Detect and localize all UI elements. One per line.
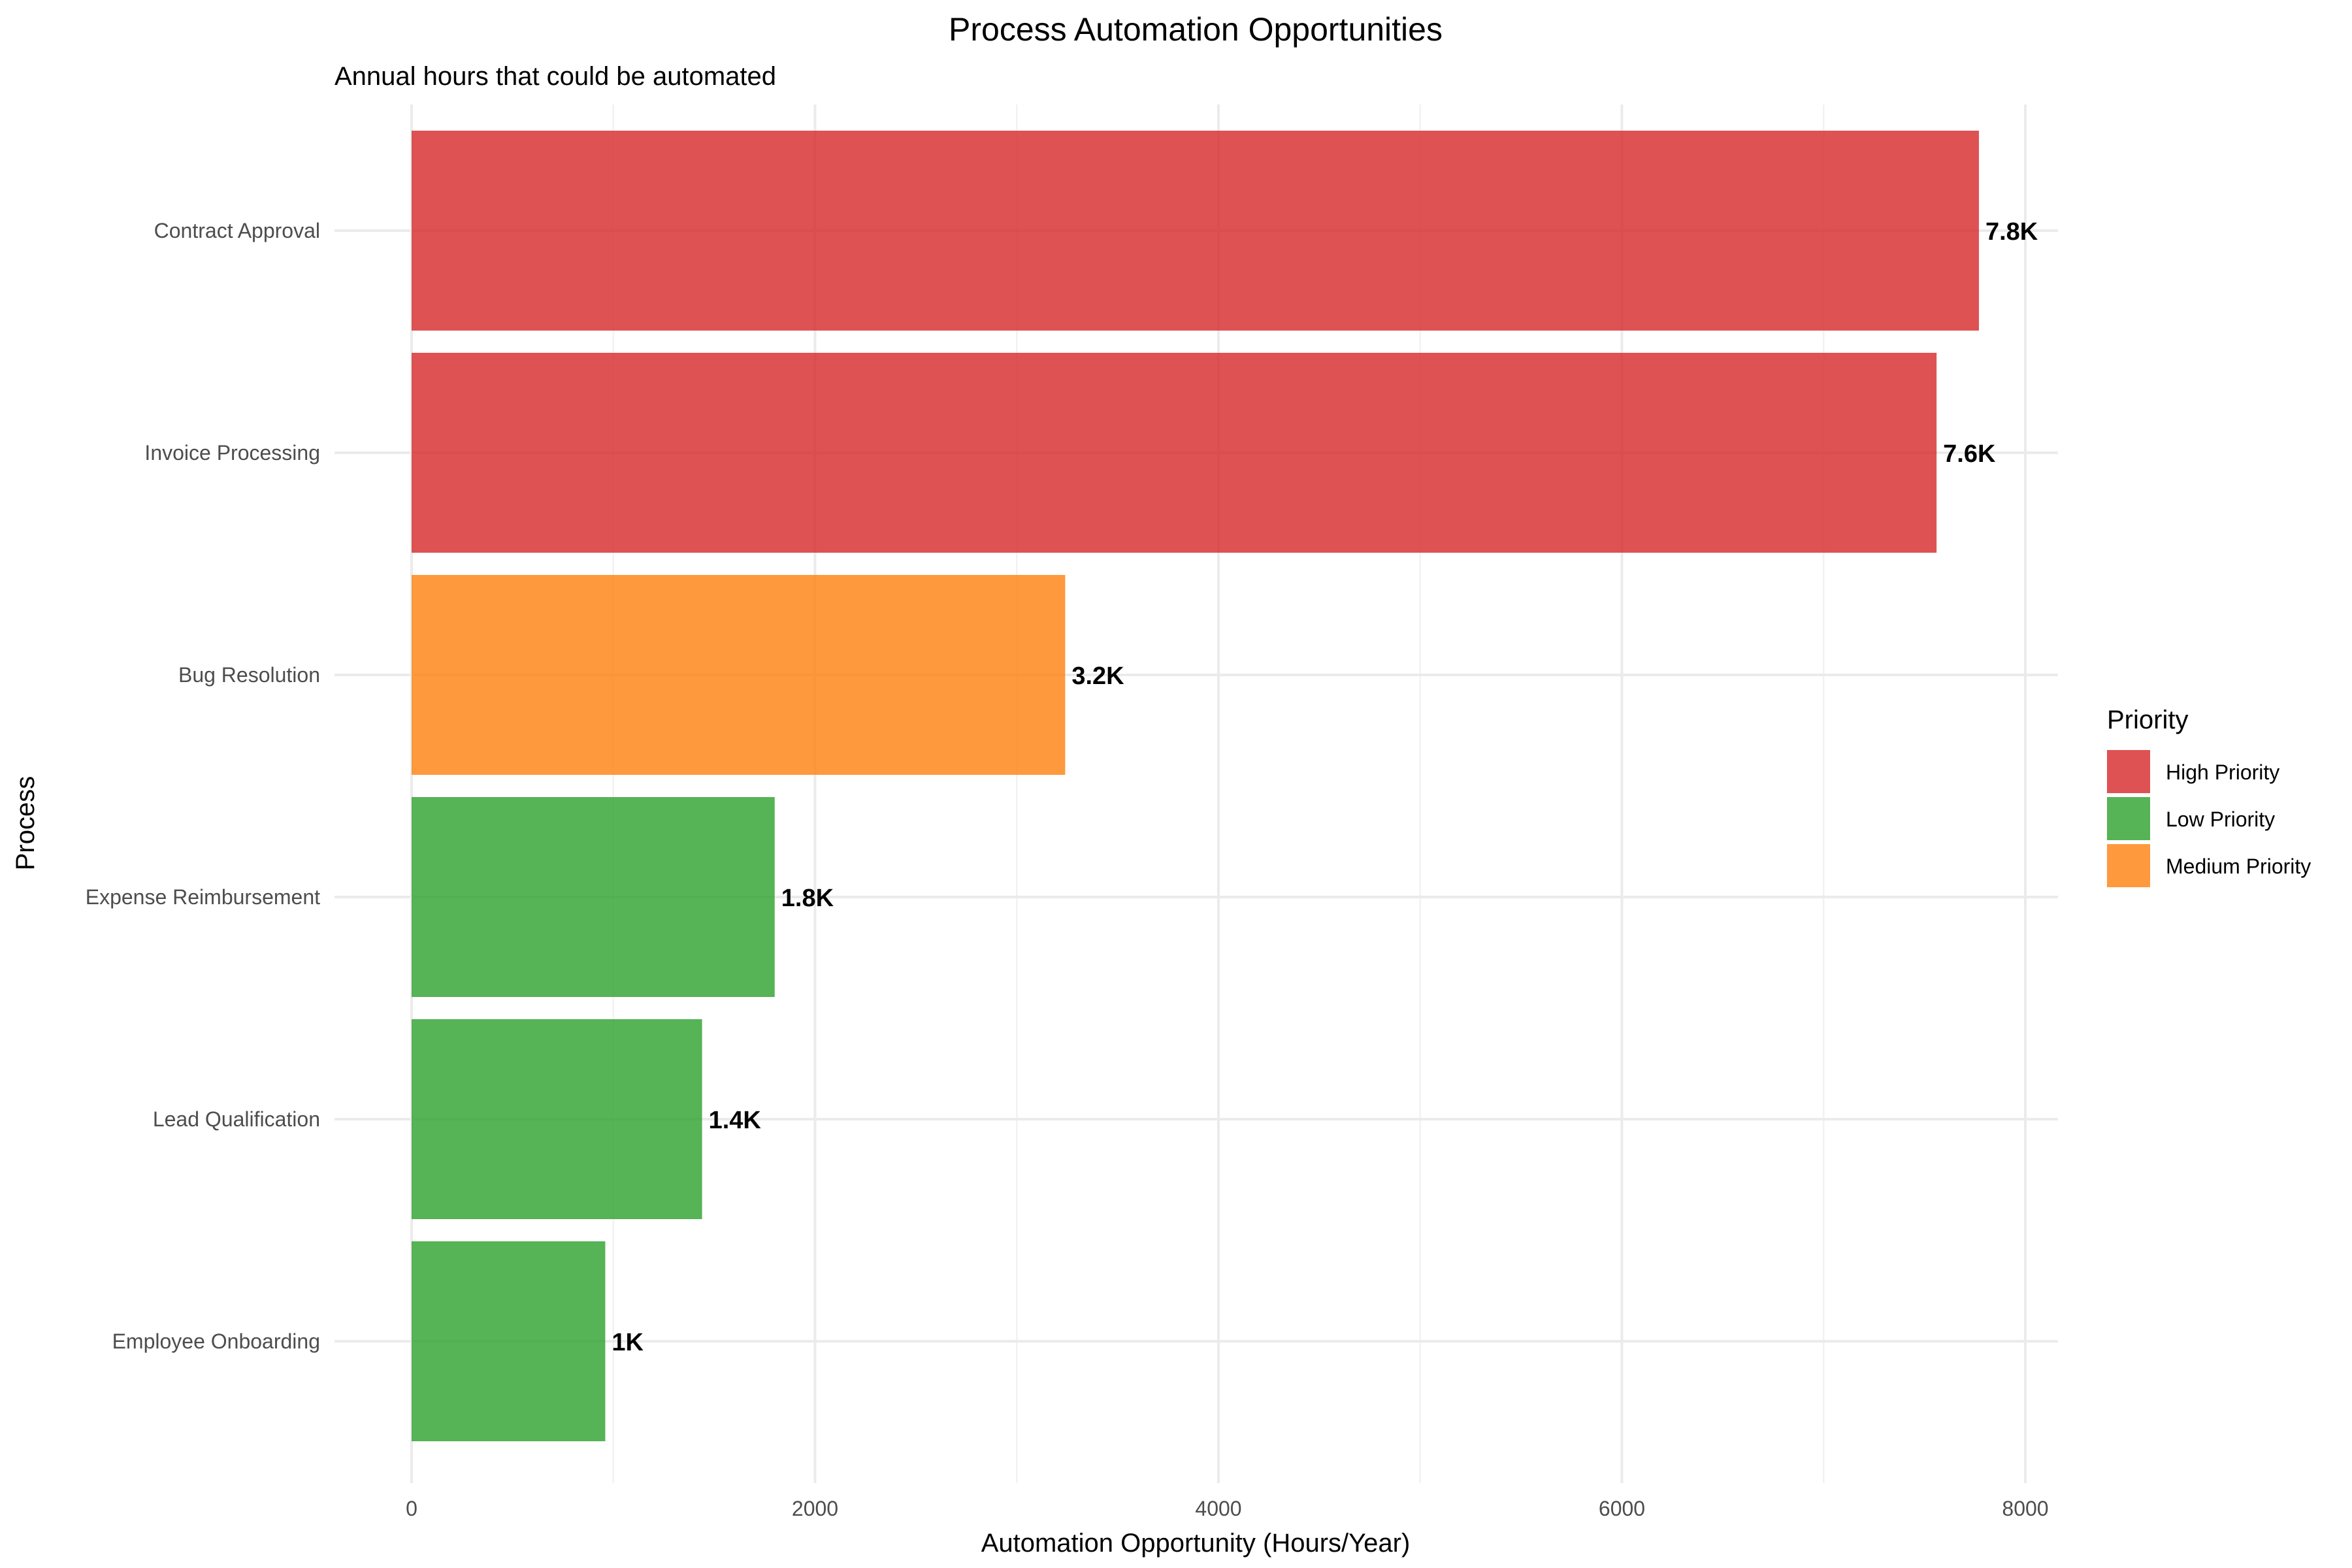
chart-title: Process Automation Opportunities bbox=[949, 11, 1443, 48]
y-tick-label: Lead Qualification bbox=[153, 1107, 320, 1131]
bar-bug-resolution bbox=[412, 575, 1066, 775]
data-label: 1.4K bbox=[709, 1107, 762, 1134]
legend: Priority High Priority Low Priority Medium… bbox=[2107, 706, 2311, 887]
y-axis-title: Process bbox=[11, 776, 40, 871]
y-tick-label: Contract Approval bbox=[154, 219, 320, 242]
legend-key bbox=[2107, 797, 2150, 840]
data-label: 7.8K bbox=[1985, 218, 2038, 246]
data-labels: 7.8K 7.6K 3.2K 1.8K 1.4K 1K bbox=[612, 218, 2038, 1356]
y-tick-label: Bug Resolution bbox=[178, 663, 320, 687]
x-tick-label: 8000 bbox=[2002, 1497, 2048, 1520]
x-tick-label: 0 bbox=[406, 1497, 417, 1520]
bar-invoice-processing bbox=[412, 353, 1937, 553]
bar-expense-reimbursement bbox=[412, 797, 775, 997]
data-label: 1.8K bbox=[781, 885, 834, 912]
legend-key bbox=[2107, 844, 2150, 887]
legend-label: Low Priority bbox=[2166, 808, 2275, 831]
data-label: 1K bbox=[612, 1329, 644, 1356]
bar-lead-qualification bbox=[412, 1019, 702, 1219]
legend-label: Medium Priority bbox=[2166, 855, 2311, 878]
x-axis-title: Automation Opportunity (Hours/Year) bbox=[981, 1529, 1411, 1558]
bar-contract-approval bbox=[412, 131, 1979, 331]
data-label: 7.6K bbox=[1943, 440, 1996, 468]
chart-subtitle: Annual hours that could be automated bbox=[335, 62, 776, 91]
bar-employee-onboarding bbox=[412, 1241, 606, 1441]
y-axis-tick-labels: Contract Approval Invoice Processing Bug R… bbox=[86, 219, 320, 1353]
y-tick-label: Invoice Processing bbox=[144, 441, 320, 465]
y-tick-label: Employee Onboarding bbox=[112, 1330, 320, 1353]
data-label: 3.2K bbox=[1071, 662, 1124, 690]
legend-label: High Priority bbox=[2166, 760, 2279, 784]
y-tick-label: Expense Reimbursement bbox=[86, 885, 320, 909]
bars bbox=[412, 131, 1979, 1441]
legend-key bbox=[2107, 750, 2150, 793]
x-tick-label: 4000 bbox=[1195, 1497, 1241, 1520]
x-tick-label: 2000 bbox=[792, 1497, 838, 1520]
legend-title: Priority bbox=[2107, 706, 2188, 734]
x-tick-label: 6000 bbox=[1599, 1497, 1645, 1520]
x-axis-tick-labels: 0 2000 4000 6000 8000 bbox=[406, 1497, 2048, 1520]
